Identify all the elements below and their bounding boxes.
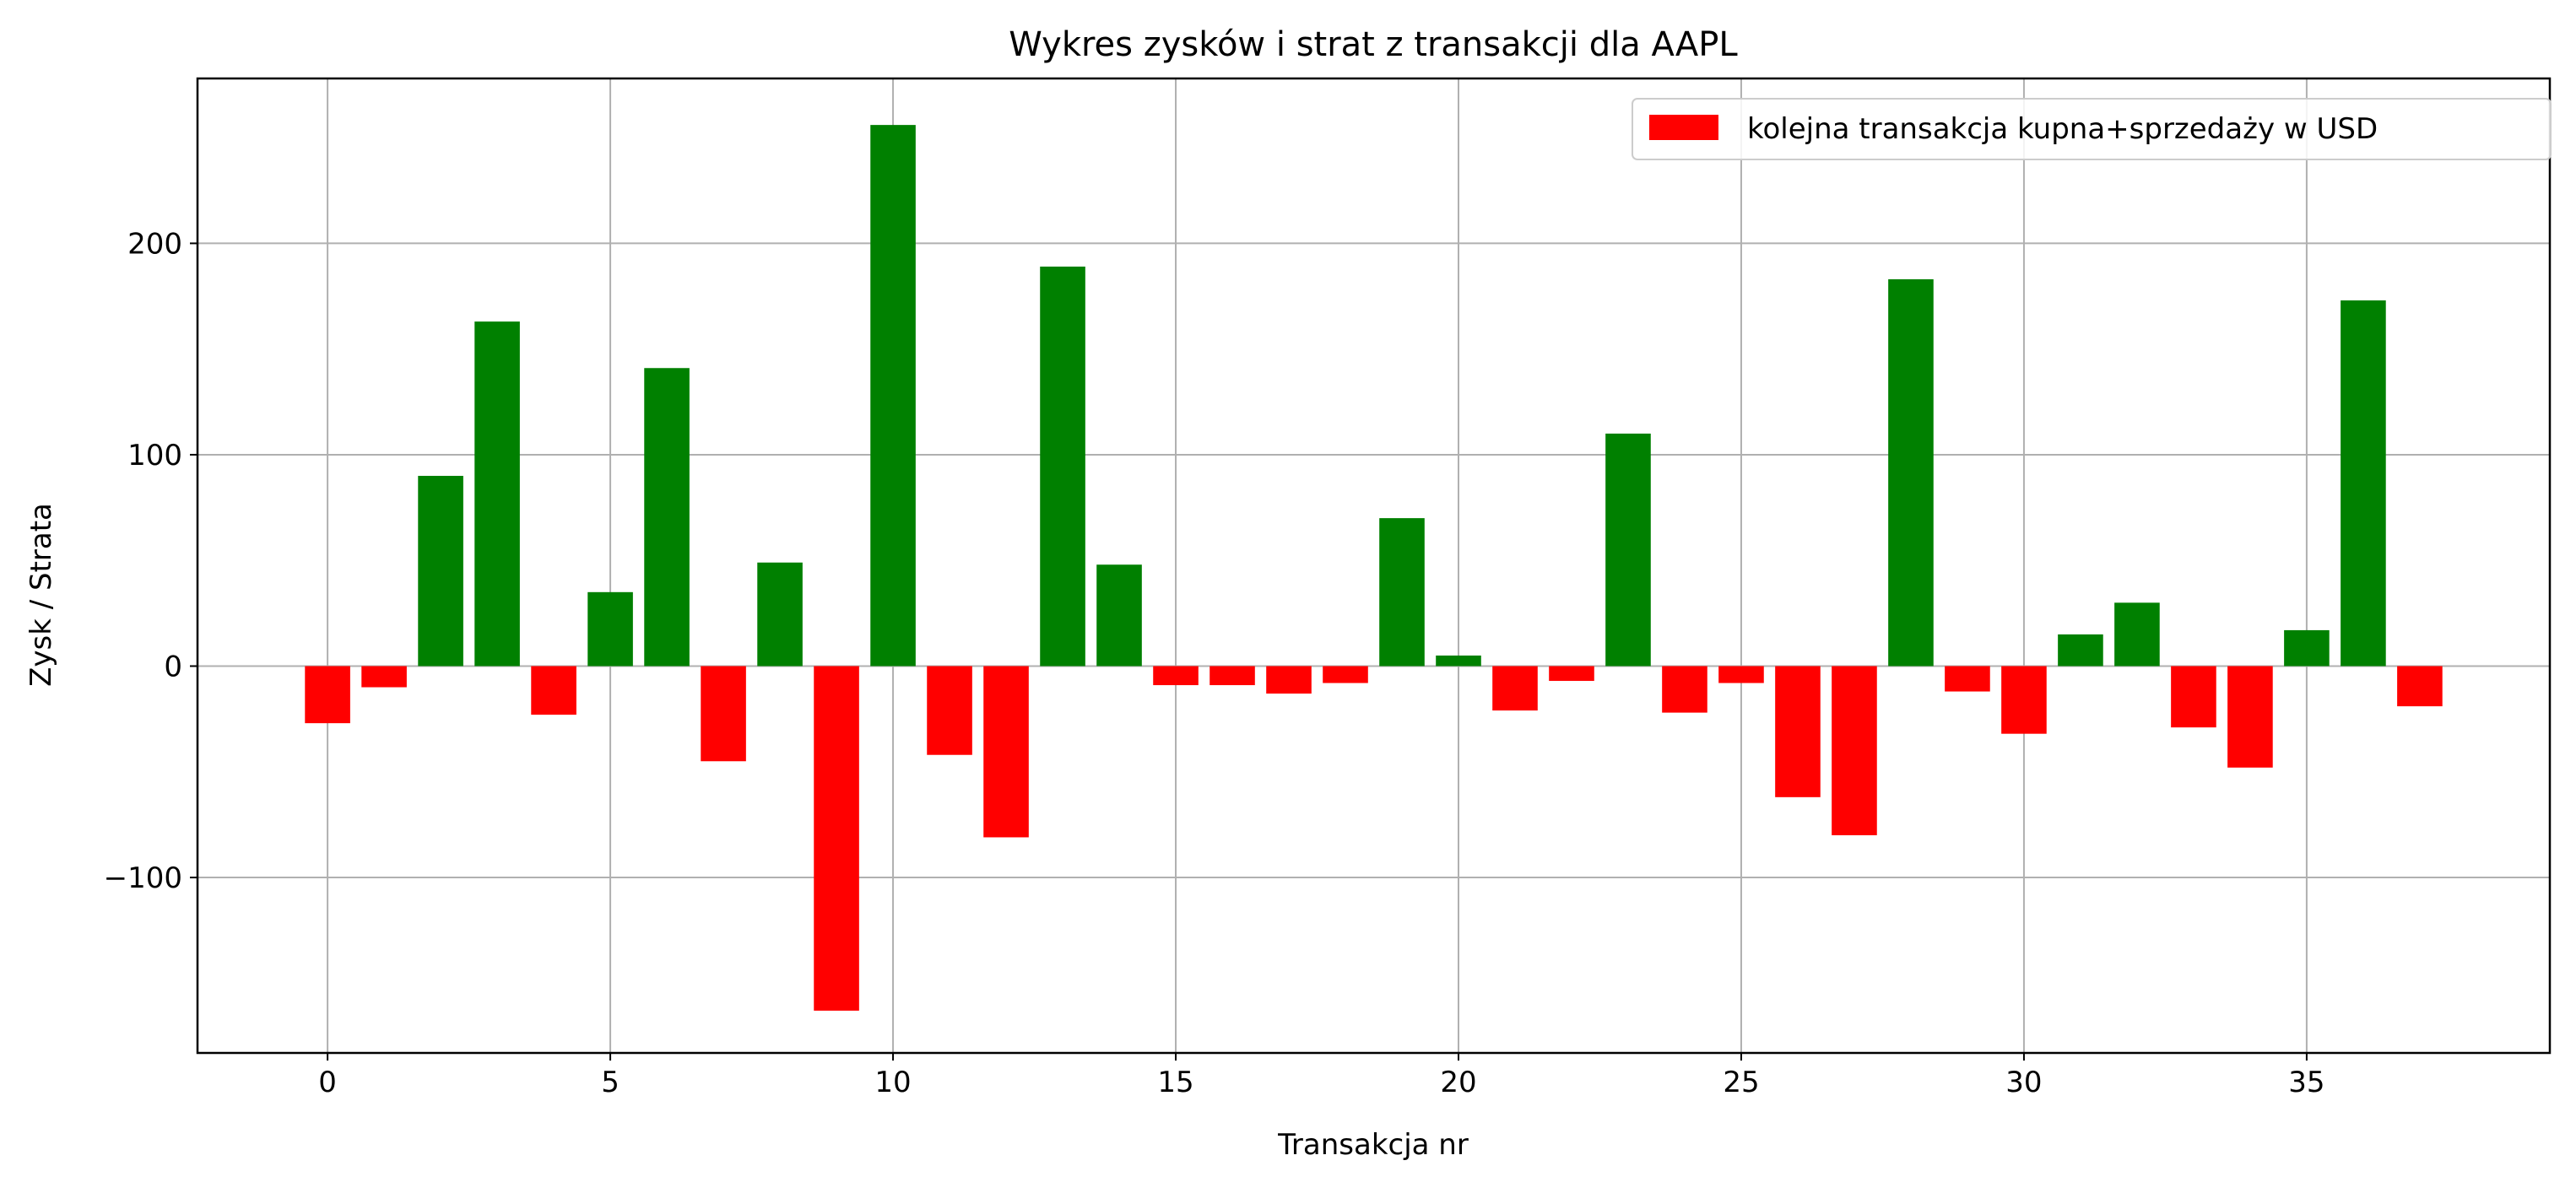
x-tick-label: 35	[2288, 1066, 2324, 1099]
bar-1	[361, 666, 407, 688]
bar-10	[870, 125, 916, 667]
bar-28	[1888, 279, 1934, 667]
bar-32	[2114, 602, 2160, 667]
legend: kolejna transakcja kupna+sprzedaży w USD	[1632, 98, 2552, 160]
bar-30	[2001, 666, 2047, 734]
x-tick-label: 25	[1723, 1066, 1759, 1099]
bar-4	[531, 666, 576, 715]
bar-13	[1040, 266, 1085, 667]
plot-frame	[196, 77, 2552, 1055]
bar-15	[1153, 666, 1199, 686]
bar-18	[1323, 666, 1368, 683]
bar-27	[1832, 666, 1877, 835]
y-tick-label: 200	[127, 227, 182, 261]
bar-0	[305, 666, 350, 724]
bar-33	[2171, 666, 2216, 728]
bar-24	[1662, 666, 1707, 713]
bar-37	[2397, 666, 2443, 707]
bar-11	[927, 666, 972, 755]
x-tick-label: 0	[318, 1066, 337, 1099]
x-tick-label: 15	[1157, 1066, 1193, 1099]
axes: 0 5 10 15 20 25 30 35 −100 0 100 200	[104, 77, 2552, 1099]
bar-17	[1266, 666, 1312, 694]
bar-7	[701, 666, 746, 762]
x-tick-label: 10	[874, 1066, 911, 1099]
bar-34	[2227, 666, 2273, 768]
bar-23	[1605, 433, 1651, 667]
x-tick-label: 5	[601, 1066, 620, 1099]
x-tick-label: 30	[2005, 1066, 2042, 1099]
x-tick-label: 20	[1440, 1066, 1476, 1099]
bars	[305, 125, 2443, 1011]
y-tick-label: 100	[127, 439, 182, 472]
bar-20	[1436, 655, 1481, 667]
legend-swatch	[1649, 115, 1718, 140]
bar-21	[1492, 666, 1538, 711]
bar-31	[2058, 634, 2103, 667]
bar-14	[1096, 564, 1142, 667]
grid-lines	[198, 78, 2550, 1053]
legend-label: kolejna transakcja kupna+sprzedaży w USD	[1747, 112, 2378, 146]
legend-box	[1632, 98, 2552, 160]
bar-3	[474, 321, 520, 667]
bar-22	[1549, 666, 1594, 682]
bar-25	[1718, 666, 1764, 683]
y-tick-label: 0	[164, 650, 182, 684]
y-axis-title: Zysk / Strata	[24, 503, 58, 687]
bar-6	[644, 368, 690, 667]
bar-26	[1775, 666, 1821, 797]
x-axis-title: Transakcja nr	[1277, 1128, 1469, 1162]
bar-2	[418, 476, 463, 667]
bar-29	[1945, 666, 1990, 692]
bar-12	[983, 666, 1029, 838]
bar-8	[757, 562, 803, 667]
bar-19	[1379, 518, 1425, 667]
bar-16	[1210, 666, 1255, 686]
bar-36	[2341, 300, 2386, 667]
y-tick-label: −100	[104, 861, 182, 895]
bar-9	[814, 666, 859, 1011]
bar-35	[2284, 629, 2330, 667]
chart-title: Wykres zysków i strat z transakcji dla A…	[1009, 25, 1738, 64]
bar-5	[587, 591, 633, 667]
